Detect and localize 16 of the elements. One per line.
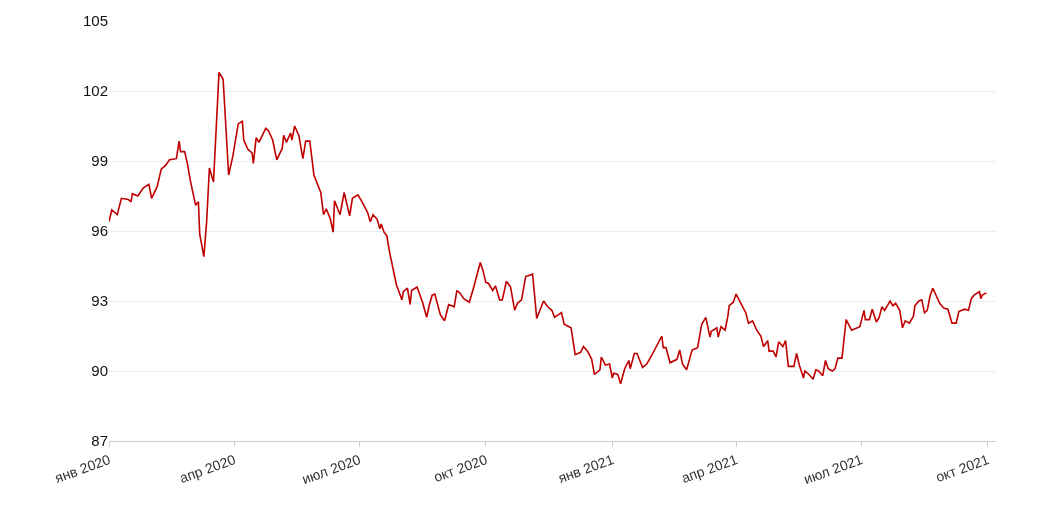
y-tick-label: 105 [82, 12, 108, 30]
line-series [109, 71, 988, 385]
x-tick-label: окт 2021 [933, 451, 992, 486]
y-tick-label: 99 [91, 152, 108, 170]
x-tick-label: июл 2020 [299, 451, 363, 488]
x-tick-label: янв 2020 [52, 451, 113, 486]
x-tick-label: апр 2021 [679, 451, 740, 487]
y-tick-label: 93 [91, 292, 108, 310]
y-tick-label: 90 [91, 362, 108, 380]
x-tick-label: апр 2020 [177, 451, 238, 487]
y-tick-label: 102 [82, 82, 108, 100]
x-tick-label: июл 2021 [801, 451, 865, 488]
y-tick-label: 87 [91, 432, 108, 450]
x-tick-label: янв 2021 [555, 451, 616, 486]
x-tick-label: окт 2020 [431, 451, 490, 486]
y-tick-label: 96 [91, 222, 108, 240]
